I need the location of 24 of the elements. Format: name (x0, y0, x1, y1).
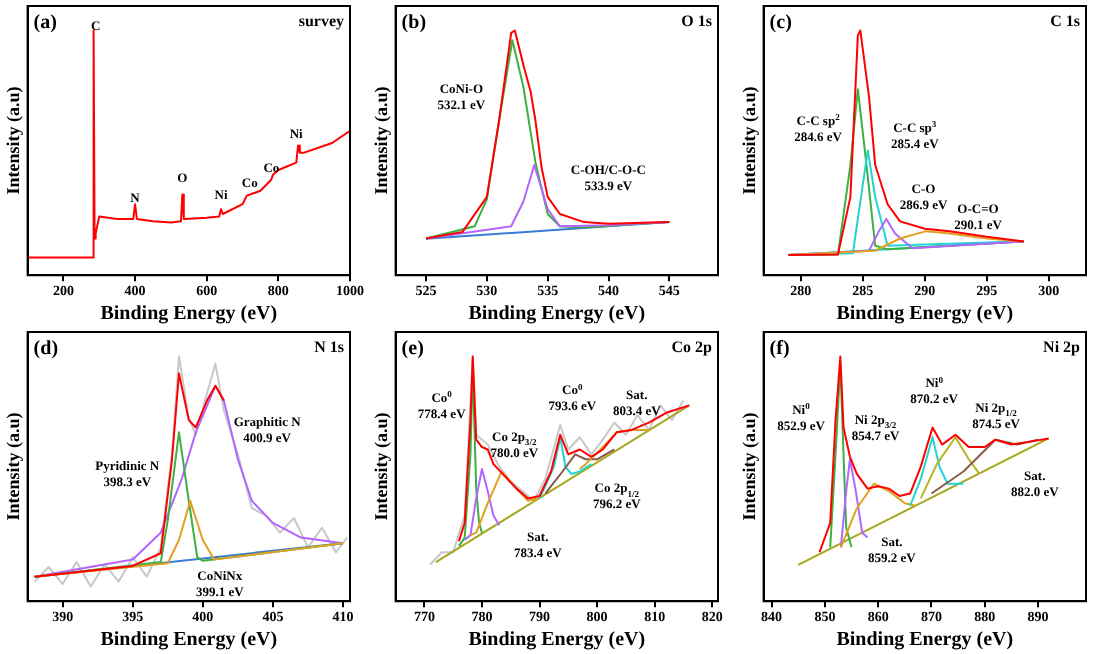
y-axis-title: Intensity (a.u) (739, 86, 760, 195)
annotation: (d) (33, 338, 59, 360)
text: N 1s (314, 338, 344, 356)
y-axis-title: Intensity (a.u) (3, 412, 24, 521)
x-axis-title: Binding Energy (eV) (100, 629, 278, 652)
x-axis-title: Binding Energy (eV) (836, 303, 1014, 326)
y-axis-title: Intensity (a.u) (739, 412, 760, 521)
y-axis-title: Intensity (a.u) (3, 86, 24, 195)
annotation: (c) (769, 12, 792, 34)
annotation: C 1s (1050, 12, 1080, 30)
annotation: (b) (401, 12, 427, 34)
text: O 1s (681, 12, 713, 30)
x-axis-title: Binding Energy (eV) (468, 303, 646, 326)
annotation: (a) (33, 12, 57, 34)
y-axis-title: Intensity (a.u) (371, 86, 392, 195)
text: survey (298, 12, 345, 30)
y-axis-title: Intensity (a.u) (371, 412, 392, 521)
text: Ni 2p (1043, 338, 1082, 356)
x-axis-title: Binding Energy (eV) (468, 629, 646, 652)
annotation: (f) (769, 338, 790, 360)
annotation: (e) (401, 338, 424, 360)
text: Co 2p (671, 338, 714, 356)
x-axis-title: Binding Energy (eV) (836, 629, 1014, 652)
x-axis-title: Binding Energy (eV) (100, 303, 278, 326)
